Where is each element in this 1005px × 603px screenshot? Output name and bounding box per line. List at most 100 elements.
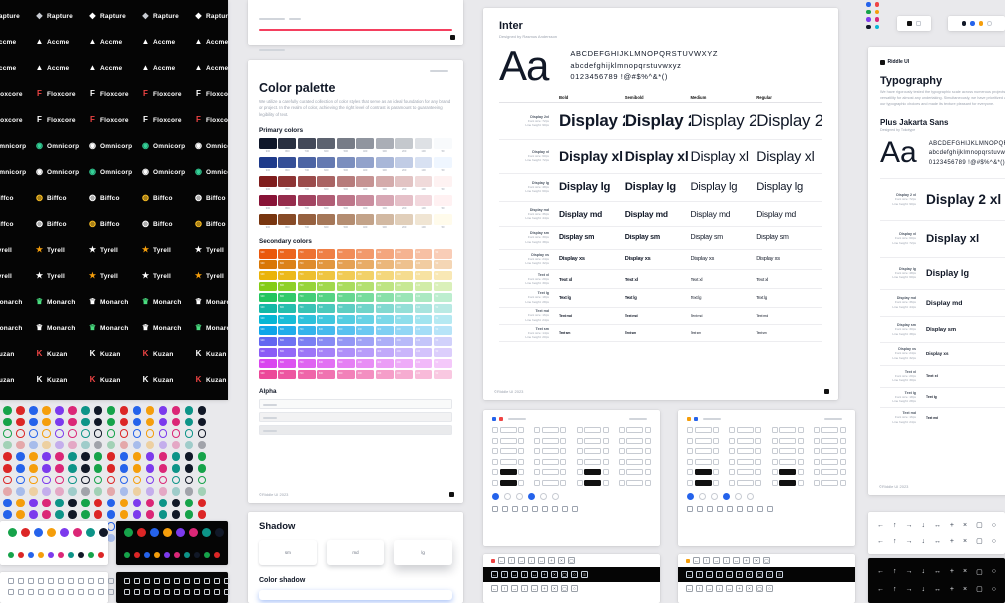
icon[interactable]: → (511, 585, 518, 592)
color-swatch[interactable]: 300 (375, 348, 394, 358)
color-swatch[interactable]: 200 (395, 370, 414, 380)
color-dot[interactable] (106, 463, 116, 473)
radio-dot[interactable] (687, 492, 694, 500)
color-dot[interactable] (197, 463, 207, 473)
color-dot[interactable] (41, 452, 51, 461)
button-group[interactable] (687, 469, 719, 475)
icon[interactable]: ← (686, 585, 693, 592)
color-dot[interactable] (86, 528, 95, 537)
color-dot[interactable] (124, 528, 133, 537)
color-dot[interactable] (38, 552, 44, 558)
color-swatch[interactable]: 100 (414, 348, 433, 358)
color-swatch[interactable] (317, 176, 336, 188)
button-group[interactable] (618, 469, 651, 475)
icon[interactable]: → (905, 537, 913, 545)
color-dot[interactable] (80, 406, 90, 415)
icon[interactable]: ← (498, 557, 505, 564)
color-swatch[interactable] (317, 157, 336, 169)
icon[interactable]: → (905, 521, 913, 529)
checkbox-icon[interactable] (532, 505, 538, 512)
color-dot-pill[interactable] (948, 16, 1005, 31)
icon[interactable]: ↓ (921, 585, 925, 593)
color-swatch[interactable]: 100 (414, 304, 433, 314)
color-swatch[interactable]: 200 (395, 249, 414, 259)
color-dot[interactable] (41, 487, 51, 496)
logo-lockup[interactable]: ▲Accme (28, 38, 81, 46)
icon-swatch[interactable] (134, 578, 140, 584)
color-swatch[interactable]: 50 (434, 337, 452, 347)
color-swatch[interactable] (414, 138, 433, 150)
icon-swatch[interactable] (18, 589, 24, 595)
radio-dot[interactable] (540, 492, 547, 500)
color-dot[interactable] (184, 552, 190, 558)
color-dot[interactable] (80, 463, 90, 473)
button-group[interactable] (729, 469, 762, 475)
icon-strip-board-1[interactable]: ← ↑ → ↓ ↔ + × ▢ ← ↑ → ↓ ↔ + × ▢ ○ ≡ ← ↑ → ↓ ↔ + × ▢ ○ (483, 554, 660, 603)
color-dot[interactable] (132, 475, 142, 485)
color-swatch[interactable]: 900 (259, 282, 277, 292)
icon[interactable]: + (541, 585, 548, 592)
button-group[interactable] (492, 458, 524, 465)
icon[interactable]: ↔ (933, 537, 941, 545)
color-dot[interactable] (158, 406, 168, 415)
color-dot[interactable] (874, 17, 879, 22)
icon[interactable]: ↑ (696, 571, 703, 578)
color-swatch[interactable]: 100 (414, 282, 433, 292)
color-dot[interactable] (171, 417, 181, 427)
shadow-sample-sm[interactable]: sm (259, 540, 317, 565)
logo-lockup[interactable]: ◉ Omnicorp (81, 168, 134, 176)
button-group[interactable] (492, 427, 524, 433)
color-swatch[interactable]: 500 (336, 260, 355, 270)
icon[interactable]: ↓ (921, 568, 925, 576)
logo-lockup[interactable]: K Kuzan (81, 376, 134, 384)
button-group[interactable] (813, 479, 846, 486)
logo-lockup[interactable]: K Kuzan (187, 376, 228, 384)
color-swatch[interactable]: 50 (434, 249, 452, 259)
icon-swatch[interactable] (164, 578, 170, 584)
color-dot[interactable] (78, 552, 84, 558)
color-swatch[interactable]: 200 (395, 282, 414, 292)
icon[interactable]: ← (491, 585, 498, 592)
checkbox-icon[interactable] (737, 505, 743, 512)
color-swatch[interactable]: 700 (297, 337, 316, 347)
color-swatch[interactable] (434, 195, 452, 207)
icon-board-light[interactable] (0, 572, 114, 603)
color-swatch[interactable] (395, 195, 414, 207)
color-dot[interactable] (978, 21, 983, 26)
button-group[interactable] (618, 427, 651, 433)
color-dot[interactable] (18, 552, 24, 558)
color-dot[interactable] (98, 552, 104, 558)
icon[interactable]: → (905, 568, 913, 576)
color-swatch[interactable] (395, 176, 414, 188)
color-dot[interactable] (106, 533, 116, 543)
button-group[interactable] (771, 448, 804, 454)
color-swatch[interactable]: 50 (434, 293, 452, 303)
color-dot[interactable] (106, 487, 116, 496)
icon[interactable]: ↑ (892, 521, 897, 529)
color-dot[interactable] (93, 487, 103, 496)
logo-lockup[interactable]: ◆ Rapture (81, 12, 134, 20)
icon-swatch[interactable] (88, 589, 94, 595)
color-dot[interactable] (41, 463, 51, 473)
color-dot[interactable] (215, 528, 224, 537)
color-dot[interactable] (184, 475, 194, 485)
color-swatch[interactable]: 800 (278, 260, 297, 270)
checkbox-icon[interactable] (542, 505, 548, 512)
color-dot[interactable] (106, 440, 116, 450)
color-swatch[interactable]: 800 (278, 337, 297, 347)
icon-swatch[interactable] (78, 578, 84, 584)
color-dot[interactable] (145, 417, 155, 427)
color-swatch[interactable]: 300 (375, 326, 394, 336)
color-dot[interactable] (119, 510, 129, 519)
icon[interactable]: × (746, 571, 753, 578)
color-dot[interactable] (54, 475, 64, 485)
icon[interactable]: + (949, 568, 955, 576)
color-swatch[interactable]: 300 (375, 315, 394, 325)
color-dot[interactable] (15, 452, 25, 461)
color-swatch[interactable]: 900 (259, 249, 277, 259)
color-dot[interactable] (184, 440, 194, 450)
color-dot[interactable] (54, 463, 64, 473)
color-dot[interactable] (67, 452, 77, 461)
icon[interactable]: ▢ (756, 585, 763, 592)
color-dot[interactable] (15, 498, 25, 508)
